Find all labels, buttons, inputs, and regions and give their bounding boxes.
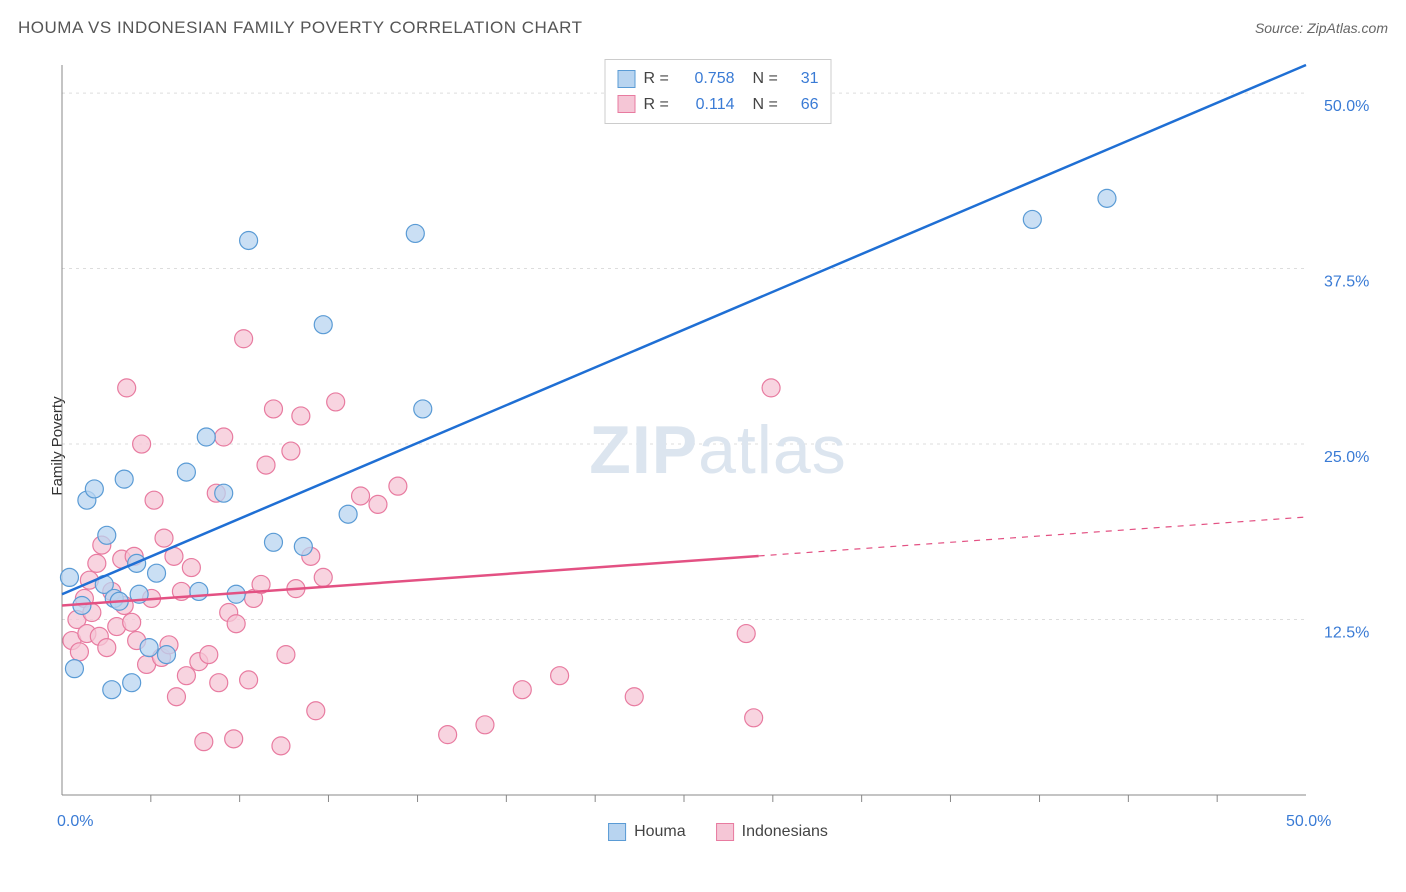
svg-text:25.0%: 25.0% — [1324, 449, 1369, 466]
x-axis-min-label: 0.0% — [57, 813, 93, 831]
r-value: 0.758 — [680, 66, 735, 92]
legend-row-houma: R = 0.758 N = 31 — [618, 66, 819, 92]
correlation-legend: R = 0.758 N = 31 R = 0.114 N = 66 — [605, 59, 832, 124]
svg-text:12.5%: 12.5% — [1324, 625, 1369, 642]
legend-swatch-icon — [618, 70, 636, 88]
source-label: Source: ZipAtlas.com — [1255, 20, 1388, 36]
n-label: N = — [753, 66, 781, 92]
scatter-chart-svg: 12.5% 25.0% 37.5% 50.0% — [50, 55, 1386, 845]
legend-label: Houma — [634, 823, 686, 841]
r-label: R = — [644, 92, 672, 118]
legend-row-indonesians: R = 0.114 N = 66 — [618, 92, 819, 118]
r-value: 0.114 — [680, 92, 735, 118]
svg-text:50.0%: 50.0% — [1324, 98, 1369, 115]
n-value: 31 — [789, 66, 819, 92]
x-axis-max-label: 50.0% — [1286, 813, 1331, 831]
legend-label: Indonesians — [742, 823, 828, 841]
chart-area: 12.5%25.0%37.5%50.0% ZIPatlas R = 0.758 … — [50, 55, 1386, 845]
n-value: 66 — [789, 92, 819, 118]
svg-text:37.5%: 37.5% — [1324, 274, 1369, 291]
r-label: R = — [644, 66, 672, 92]
legend-swatch-icon — [608, 823, 626, 841]
legend-swatch-icon — [618, 95, 636, 113]
series-legend: Houma Indonesians — [608, 823, 828, 841]
legend-item-houma: Houma — [608, 823, 686, 841]
legend-item-indonesians: Indonesians — [716, 823, 828, 841]
legend-swatch-icon — [716, 823, 734, 841]
n-label: N = — [753, 92, 781, 118]
chart-title: HOUMA VS INDONESIAN FAMILY POVERTY CORRE… — [18, 18, 582, 38]
